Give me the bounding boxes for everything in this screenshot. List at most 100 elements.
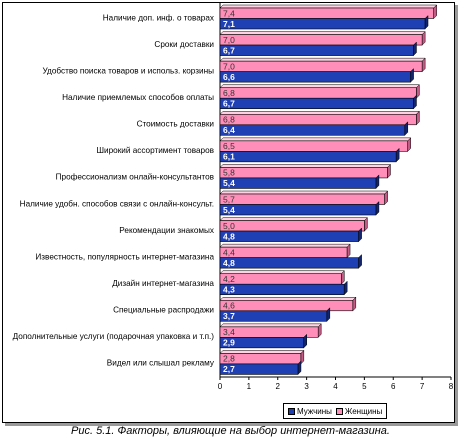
bar-women (219, 113, 417, 126)
x-tick-label: 3 (304, 382, 309, 391)
bar-men (219, 257, 359, 269)
bar-women (219, 140, 408, 152)
bar-women (219, 220, 365, 232)
x-tick-label: 4 (333, 382, 338, 391)
bar-women-top (219, 164, 392, 168)
bar-men (219, 97, 414, 110)
bar-women-top (219, 190, 389, 195)
category-label: Дизайн интернет-магазина (112, 279, 214, 288)
bar-women (219, 87, 417, 99)
bar-men-side (358, 254, 362, 269)
category-label: Сроки доставки (154, 40, 214, 49)
bar-women (219, 60, 423, 72)
bar-men (219, 310, 328, 322)
value-label-men: 5,4 (223, 178, 235, 188)
x-tick-label: 8 (449, 382, 454, 391)
x-tick-label: 7 (420, 382, 425, 391)
value-label-men: 6,6 (223, 72, 235, 82)
bar-women-top (219, 57, 426, 62)
value-label-women: 5,8 (223, 168, 235, 178)
value-label-women: 5,0 (223, 221, 235, 231)
bar-women-top (219, 137, 412, 142)
bar-women (219, 34, 423, 46)
bar-men-side (343, 280, 348, 296)
bar-men (219, 283, 345, 296)
value-label-men: 4,8 (223, 231, 235, 241)
x-tick-label: 2 (276, 382, 281, 391)
category-label: Дополнительные услуги (подарочная упаков… (13, 332, 215, 341)
legend-item-men: Мужчины (288, 407, 332, 416)
x-tick-label: 1 (247, 382, 252, 391)
bar-men (219, 204, 377, 216)
value-label-women: 5,7 (223, 194, 235, 204)
value-label-men: 6,7 (223, 45, 235, 55)
value-label-women: 4,2 (223, 274, 235, 284)
legend-label-women: Женщины (344, 406, 383, 416)
legend: Мужчины Женщины (283, 403, 388, 419)
value-label-men: 4,8 (223, 258, 235, 268)
value-label-men: 2,7 (223, 364, 235, 374)
x-tick-label: 6 (391, 382, 396, 391)
bar-men (219, 230, 359, 242)
bar-men (219, 337, 305, 349)
bar-men (219, 363, 299, 375)
bar-women-top (219, 31, 426, 35)
bar-women-top (219, 297, 357, 301)
bar-women-top (219, 323, 322, 328)
value-label-men: 6,1 (223, 152, 235, 162)
legend-label-men: Мужчины (297, 406, 332, 416)
value-label-women: 7,4 (223, 8, 235, 18)
category-label: Стоимость доставки (137, 120, 214, 129)
value-label-men: 7,1 (223, 19, 235, 29)
bar-men (219, 177, 377, 189)
category-label: Рекомендации знакомых (119, 226, 214, 235)
value-label-women: 6,5 (223, 141, 235, 151)
bar-men (219, 71, 411, 83)
bar-women-top (219, 111, 420, 115)
bar-men (219, 151, 397, 163)
bar-women (219, 299, 354, 312)
category-label: Удобство поиска товаров и использ. корзи… (42, 66, 214, 75)
bar-women-top (219, 243, 351, 248)
bar-women (219, 167, 388, 179)
bar-women-top (219, 84, 420, 88)
bar-women-top (219, 4, 438, 9)
category-label: Известность, популярность интернет-магаз… (35, 252, 214, 261)
value-label-men: 6,7 (223, 99, 235, 109)
legend-swatch-women (335, 407, 343, 415)
category-label: Наличие приемлемых способов оплаты (62, 93, 214, 102)
value-label-women: 3,4 (223, 327, 235, 337)
value-label-men: 2,9 (223, 338, 235, 348)
bar-men (219, 124, 406, 136)
value-label-men: 3,7 (223, 311, 235, 321)
bar-women (219, 246, 348, 258)
bar-women (219, 7, 434, 19)
value-label-women: 4,6 (223, 301, 235, 311)
legend-swatch-men (288, 407, 295, 415)
bar-men (219, 44, 414, 56)
bar-men (219, 18, 426, 30)
value-label-men: 4,3 (223, 285, 235, 295)
category-label: Профессионализм онлайн-консультантов (56, 173, 214, 182)
category-label: Видел или слышал рекламу (107, 359, 215, 368)
x-tick-label: 0 (218, 382, 223, 391)
category-label: Специальные распродажи (113, 306, 214, 315)
bar-chart: Наличие доп. инф. о товарах 7,47,1 Сроки д… (13, 3, 454, 391)
legend-item-women: Женщины (335, 406, 383, 416)
category-label: Наличие доп. инф. о товарах (103, 13, 214, 22)
bar-women-top (219, 217, 368, 221)
value-label-men: 5,4 (223, 205, 235, 215)
value-label-women: 6,8 (223, 88, 235, 98)
value-label-women: 2,8 (223, 354, 235, 364)
value-label-women: 7,0 (223, 61, 235, 71)
x-tick-label: 5 (362, 382, 367, 391)
category-label: Широкий ассортимент товаров (97, 146, 214, 155)
value-label-men: 6,4 (223, 125, 235, 135)
category-label: Наличие удобн. способов связи с онлайн-к… (20, 199, 214, 208)
figure-caption: Рис. 5.1. Факторы, влияющие на выбор инт… (71, 425, 390, 437)
bar-women (219, 273, 342, 285)
value-label-women: 6,8 (223, 115, 235, 125)
bar-women (219, 193, 385, 205)
bar-women-top (219, 270, 345, 274)
value-label-women: 4,4 (223, 247, 235, 257)
